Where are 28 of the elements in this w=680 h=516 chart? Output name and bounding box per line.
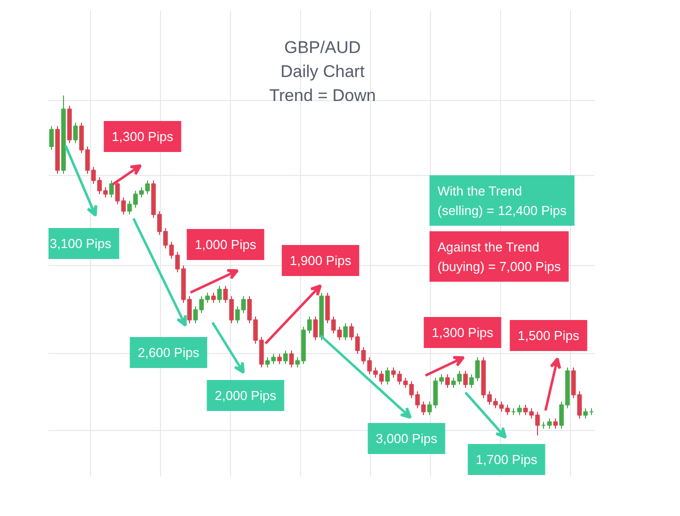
candlestick [109, 180, 114, 198]
annotation: 2,000 Pips [214, 388, 277, 403]
candlestick [385, 367, 390, 385]
candlestick [313, 316, 318, 341]
annotation: 1,000 Pips [194, 237, 257, 252]
candlestick [553, 418, 558, 430]
annotation: 1,500 Pips [518, 328, 580, 343]
annotation: 3,100 Pips [50, 236, 112, 251]
chart-title: GBP/AUD [284, 38, 361, 57]
text: 1,700 Pips [476, 452, 538, 467]
annotation: 2,600 Pips [138, 345, 200, 360]
annotation: With the Trend (selling) = 12,400 Pips [438, 183, 567, 218]
annotation: Against the Trend (buying) = 7,000 Pips [438, 239, 562, 274]
candlestick [49, 126, 54, 150]
candlestick [73, 122, 78, 144]
candlestick [289, 350, 294, 368]
annotation: 3,000 Pips [376, 431, 438, 446]
candlestick [283, 350, 288, 365]
candlestick [211, 292, 216, 304]
candlestick [217, 285, 222, 304]
annotation: 1,300 Pips [112, 129, 174, 144]
annotation: 1,900 Pips [290, 253, 352, 268]
chart-subtitle: Daily Chart Trend = Down [269, 62, 376, 105]
candlestick [343, 322, 348, 341]
annotation: 1,300 Pips [432, 325, 494, 340]
candlestick [463, 370, 468, 388]
candlestick [277, 353, 282, 365]
candlestick [445, 374, 450, 388]
